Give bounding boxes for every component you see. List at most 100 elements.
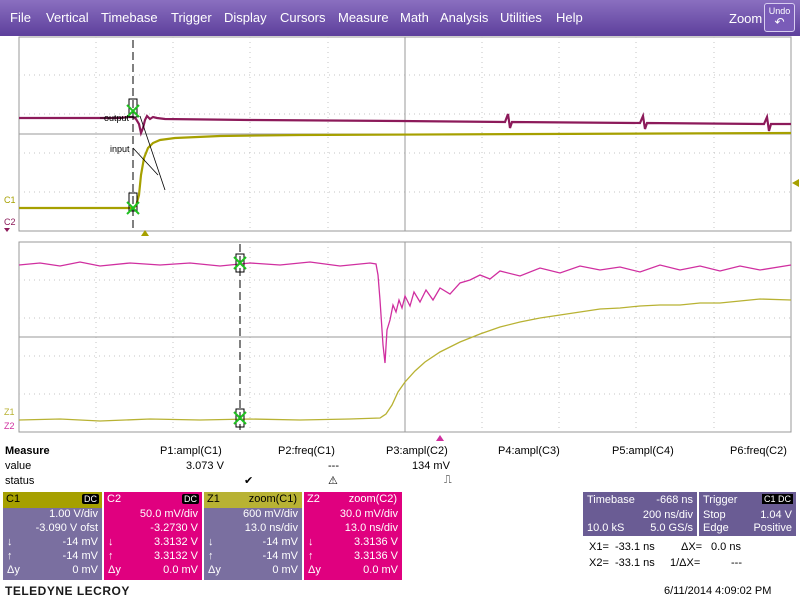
- menu-measure[interactable]: Measure: [338, 10, 389, 25]
- z1-dy: 0 mV: [272, 564, 298, 576]
- menu-display[interactable]: Display: [224, 10, 267, 25]
- brand-logo: TELEDYNE LECROY: [5, 584, 130, 598]
- measure-p1-param[interactable]: P1:ampl(C1): [160, 445, 222, 457]
- status-warning-icon: ⚠: [328, 475, 338, 487]
- zoom-button[interactable]: Zoom: [729, 11, 763, 26]
- delta-x-label: ΔX=: [681, 541, 703, 553]
- timebase-rate: 5.0 GS/s: [650, 522, 693, 534]
- menu-vertical[interactable]: Vertical: [46, 10, 89, 25]
- up-arrow-icon: ↑: [108, 550, 114, 562]
- measure-p2-value: ---: [328, 460, 339, 472]
- x1-label: X1=: [589, 541, 609, 553]
- z2-scale: 30.0 mV/div: [339, 508, 398, 520]
- down-arrow-icon: ↓: [308, 536, 314, 548]
- c2-name: C2: [107, 493, 122, 505]
- down-arrow-icon: ↓: [7, 536, 13, 548]
- x2-label: X2=: [589, 557, 609, 569]
- c2-down: 3.3132 V: [153, 536, 198, 548]
- timebase-label: Timebase: [587, 494, 635, 506]
- up-arrow-icon: ↑: [7, 550, 13, 562]
- menu-trigger[interactable]: Trigger: [171, 10, 212, 25]
- menu-cursors[interactable]: Cursors: [280, 10, 326, 25]
- cursor-marker-c2: [126, 104, 140, 118]
- z2-dy: 0.0 mV: [363, 564, 398, 576]
- trigger-slope: Positive: [753, 522, 792, 534]
- z2-source: zoom(C2): [348, 493, 397, 505]
- cursor-readout: X1= -33.1 ns ΔX= 0.0 ns X2= -33.1 ns 1/Δ…: [583, 540, 797, 578]
- input-annotation: input: [110, 144, 130, 154]
- inverse-delta-x-label: 1/ΔX=: [670, 557, 701, 569]
- channel-c2-descriptor[interactable]: C2 DC 50.0 mV/div -3.2730 V ↓ 3.3132 V ↑ 3…: [104, 492, 202, 580]
- undo-button[interactable]: Undo ↶: [764, 3, 795, 32]
- z1-down: -14 mV: [262, 536, 298, 548]
- c2-trace: [19, 112, 791, 137]
- measure-p3-value: 134 mV: [412, 460, 450, 472]
- zoom-z1-descriptor[interactable]: Z1 zoom(C1) 600 mV/div 13.0 ns/div ↓ -14 …: [204, 492, 302, 580]
- measure-value-label: value: [5, 460, 32, 472]
- c1-up: -14 mV: [62, 550, 98, 562]
- down-arrow-icon: ↓: [108, 536, 114, 548]
- up-arrow-icon: ↑: [308, 550, 314, 562]
- trigger-level-marker-icon: [792, 179, 799, 187]
- trigger-mode: Stop: [703, 509, 726, 521]
- timebase-tdiv: 200 ns/div: [642, 509, 693, 521]
- z2-tdiv: 13.0 ns/div: [344, 522, 398, 534]
- trigger-descriptor[interactable]: Trigger C1 DC Stop 1.04 V Edge Positive: [699, 492, 796, 536]
- delta-x-value: 0.0 ns: [711, 541, 741, 553]
- c1-offset: -3.090 V ofst: [35, 522, 98, 534]
- up-arrow-icon: ↑: [208, 550, 214, 562]
- z1-scale: 600 mV/div: [242, 508, 298, 520]
- timestamp: 6/11/2014 4:09:02 PM: [664, 585, 772, 597]
- c1-scale: 1.00 V/div: [49, 508, 98, 520]
- z1-name: Z1: [207, 493, 220, 505]
- measure-p4-param[interactable]: P4:ampl(C3): [498, 445, 560, 457]
- status-ok-icon: ✔: [244, 475, 254, 487]
- c2-coupling-badge: DC: [182, 494, 199, 504]
- x1-value: -33.1 ns: [615, 541, 655, 553]
- c1-dy: 0 mV: [72, 564, 98, 576]
- z2-down: 3.3136 V: [353, 536, 398, 548]
- z1-source: zoom(C1): [248, 493, 297, 505]
- measure-p3-param[interactable]: P3:ampl(C2): [386, 445, 448, 457]
- menu-analysis[interactable]: Analysis: [440, 10, 489, 25]
- c2-offset: -3.2730 V: [150, 522, 198, 534]
- inverse-delta-x-value: ---: [731, 557, 742, 569]
- menu-utilities[interactable]: Utilities: [500, 10, 542, 25]
- timebase-descriptor[interactable]: Timebase -668 ns 200 ns/div 10.0 kS 5.0 …: [583, 492, 697, 536]
- status-pulse-icon: ⎍: [444, 474, 452, 486]
- measure-p1-value: 3.073 V: [186, 460, 224, 472]
- menu-help[interactable]: Help: [556, 10, 583, 25]
- c1-name: C1: [6, 493, 21, 505]
- delta-y-label: Δy: [108, 564, 121, 576]
- trigger-position-marker-icon: [141, 230, 149, 236]
- trigger-level: 1.04 V: [760, 509, 792, 521]
- z2-up: 3.3136 V: [353, 550, 398, 562]
- measure-p5-param[interactable]: P5:ampl(C4): [612, 445, 674, 457]
- undo-label: Undo: [768, 6, 791, 16]
- x2-value: -33.1 ns: [615, 557, 655, 569]
- c2-offset-label: C2: [4, 217, 16, 227]
- menu-timebase[interactable]: Timebase: [101, 10, 158, 25]
- measure-table: Measure value status P1:ampl(C1) 3.073 V…: [0, 443, 800, 489]
- c1-down: -14 mV: [62, 536, 98, 548]
- c2-scale: 50.0 mV/div: [139, 508, 198, 520]
- measure-p2-param[interactable]: P2:freq(C1): [278, 445, 335, 457]
- c1-offset-label: C1: [4, 195, 16, 205]
- c2-dy: 0.0 mV: [163, 564, 198, 576]
- timebase-delay: -668 ns: [656, 494, 693, 506]
- down-arrow-icon: ↓: [208, 536, 214, 548]
- c1-coupling-badge: DC: [82, 494, 99, 504]
- c2-up: 3.3132 V: [153, 550, 198, 562]
- delta-y-label: Δy: [7, 564, 20, 576]
- cursor-marker-c1: [126, 201, 140, 215]
- zoom-z2-descriptor[interactable]: Z2 zoom(C2) 30.0 mV/div 13.0 ns/div ↓ 3.3…: [304, 492, 402, 580]
- measure-p6-param[interactable]: P6:freq(C2): [730, 445, 787, 457]
- z1-tdiv: 13.0 ns/div: [244, 522, 298, 534]
- channel-c1-descriptor[interactable]: C1 DC 1.00 V/div -3.090 V ofst ↓ -14 mV ↑…: [3, 492, 102, 580]
- menu-math[interactable]: Math: [400, 10, 429, 25]
- menu-file[interactable]: File: [10, 10, 31, 25]
- measure-status-label: status: [5, 475, 35, 487]
- delta-y-label: Δy: [208, 564, 221, 576]
- z2-name: Z2: [307, 493, 320, 505]
